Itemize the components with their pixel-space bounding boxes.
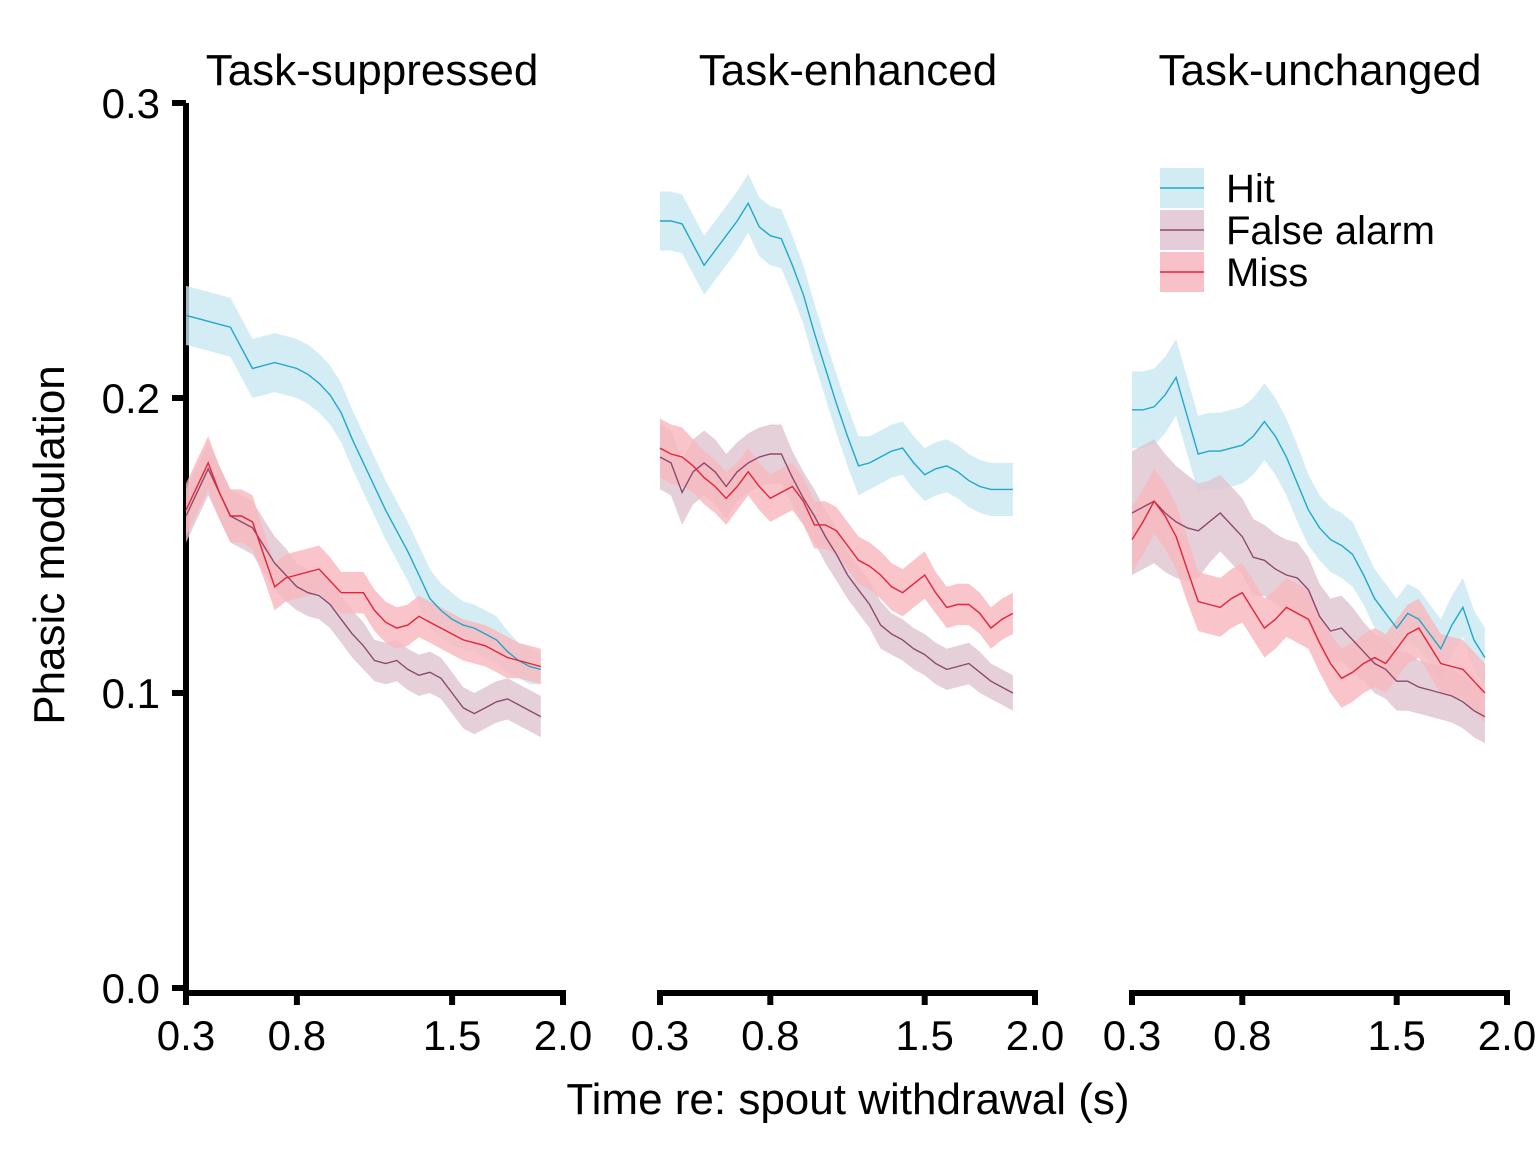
x-tick-label: 2.0: [1006, 1012, 1064, 1059]
y-tick-label: 0.2: [102, 375, 160, 422]
band-miss: [660, 418, 1013, 649]
x-tick-label: 0.8: [268, 1012, 326, 1059]
line-hit: [185, 314, 541, 671]
panel-task-enhanced: Task-enhanced 0.3 0.8 1.5 2.0: [631, 46, 1064, 1059]
legend-label: False alarm: [1226, 209, 1435, 253]
panel-title: Task-enhanced: [699, 46, 997, 95]
legend-item-miss: Miss: [1160, 251, 1308, 295]
panel-task-unchanged: Task-unchanged 0.3 0.8 1.5 2.0: [1103, 46, 1536, 1059]
x-tick-label: 2.0: [1478, 1012, 1536, 1059]
legend-item-false-alarm: False alarm: [1160, 209, 1435, 253]
band-hit: [660, 173, 1013, 517]
x-tick-label: 0.8: [741, 1012, 799, 1059]
line-hit: [1132, 375, 1486, 658]
legend-label: Hit: [1226, 167, 1275, 211]
panel-title: Task-suppressed: [206, 46, 539, 95]
x-tick-label: 0.3: [157, 1012, 215, 1059]
line-false-alarm: [1131, 500, 1486, 718]
x-tick-label: 0.8: [1213, 1012, 1271, 1059]
x-tick-label: 1.5: [423, 1012, 481, 1059]
legend-item-hit: Hit: [1160, 167, 1275, 211]
x-tick-label: 2.0: [534, 1012, 592, 1059]
y-tick-label: 0.0: [102, 965, 160, 1012]
band-miss: [1132, 468, 1485, 723]
line-miss: [185, 461, 541, 668]
y-tick-label: 0.1: [102, 670, 160, 717]
line-miss: [659, 447, 1014, 630]
band-hit: [186, 285, 541, 685]
line-false-alarm: [659, 453, 1014, 694]
line-false-alarm: [185, 467, 542, 718]
x-tick-label: 1.5: [896, 1012, 954, 1059]
x-axis-title: Time re: spout withdrawal (s): [566, 1075, 1129, 1124]
line-miss: [1131, 499, 1486, 694]
legend-label: Miss: [1226, 251, 1308, 295]
x-tick-label: 1.5: [1368, 1012, 1426, 1059]
band-miss: [186, 436, 541, 685]
x-tick-label: 0.3: [631, 1012, 689, 1059]
y-tick-label: 0.3: [102, 80, 160, 127]
y-axis-title: Phasic modulation: [25, 365, 74, 725]
panel-title: Task-unchanged: [1159, 46, 1482, 95]
line-hit: [660, 201, 1013, 491]
band-hit: [1132, 339, 1485, 688]
x-tick-label: 0.3: [1103, 1012, 1161, 1059]
band-false-alarm: [660, 424, 1013, 711]
y-axis: 0.0 0.1 0.2 0.3: [102, 80, 189, 1012]
panel-task-suppressed: Task-suppressed 0.3 0.8 1.5 2.0: [157, 46, 592, 1059]
